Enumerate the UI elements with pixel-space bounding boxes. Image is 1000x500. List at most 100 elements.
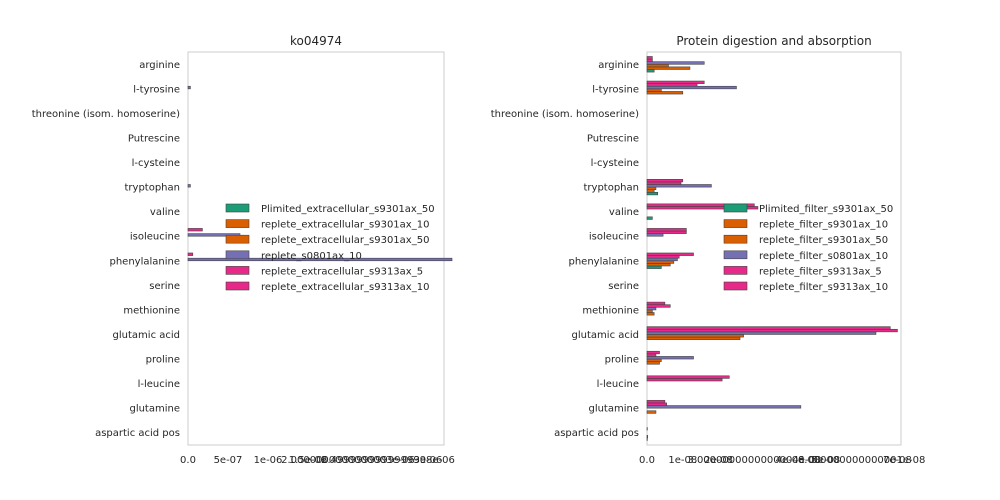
y-tick-label: arginine: [598, 60, 639, 71]
bar: [646, 61, 705, 65]
bar: [646, 410, 657, 414]
bar: [646, 334, 744, 338]
bar: [646, 63, 669, 68]
legend-swatch: [723, 281, 748, 291]
x-tick-label: 3e-06: [414, 455, 443, 466]
bar: [646, 378, 723, 382]
x-tick-label: 0.0: [639, 455, 655, 466]
y-tick-label: l-tyrosine: [133, 84, 180, 95]
y-tick-label: glutamic acid: [113, 330, 180, 341]
legend-swatch: [225, 219, 250, 228]
x-tick-label: 2.0000000000000003e-06: [281, 455, 415, 466]
bar: [646, 402, 667, 406]
y-tick-label: phenylalanine: [568, 256, 639, 267]
plot-frame: [646, 51, 902, 446]
legend-entry: replete_extracellular_s9301ax_10: [261, 220, 429, 231]
bar: [187, 257, 453, 262]
y-tick-label: isoleucine: [589, 232, 639, 243]
legend: Plimited_filter_s9301ax_50 replete_filter…: [723, 203, 893, 293]
y-tick-label: methionine: [123, 305, 180, 316]
bar: [646, 265, 662, 269]
legend-entry: replete_s0801ax_10: [261, 251, 362, 262]
bar: [646, 189, 655, 193]
chart-title: ko04974: [290, 34, 342, 48]
bar: [646, 331, 877, 335]
y-tick-label: valine: [609, 207, 639, 218]
bar: [646, 91, 684, 95]
bar: [646, 350, 660, 355]
bar: [646, 405, 802, 409]
y-tick-label: valine: [150, 207, 180, 218]
bar: [646, 336, 741, 340]
bar: [646, 230, 687, 234]
legend-swatch: [723, 203, 748, 213]
bar: [646, 307, 657, 311]
x-tick-label: 5e-08: [811, 455, 840, 466]
bar: [646, 216, 653, 220]
bar: [646, 435, 649, 439]
bar: [646, 353, 657, 357]
legend-swatch: [225, 234, 250, 244]
x-tick-label: 7e-08: [883, 455, 912, 466]
bar: [187, 252, 194, 256]
bar: [187, 85, 191, 90]
x-tick-label: 6.000000000000001e-08: [798, 455, 925, 466]
y-tick-label: proline: [605, 355, 639, 366]
y-tick-label: Putrescine: [587, 133, 639, 144]
chart-protein-digestion: Protein digestion and absorption arginine…: [491, 34, 926, 466]
bar: [646, 191, 659, 196]
bar: [646, 69, 655, 73]
bar: [646, 263, 671, 267]
bar: [646, 186, 657, 190]
legend-swatch: [723, 219, 748, 228]
y-tick-label: phenylalanine: [109, 256, 180, 267]
bar: [646, 304, 671, 308]
y-tick-label: arginine: [139, 60, 180, 71]
legend-entry: replete_extracellular_s9313ax_10: [261, 282, 429, 293]
y-tick-label: serine: [608, 281, 639, 292]
legend-swatch: [225, 250, 250, 260]
bar: [646, 233, 664, 237]
bar: [646, 356, 694, 360]
legend-entry: Plimited_extracellular_s9301ax_50: [261, 204, 435, 215]
y-tick-label: aspartic acid pos: [554, 428, 639, 439]
y-tick-label: aspartic acid pos: [95, 428, 180, 439]
y-tick-label: tryptophan: [125, 183, 181, 194]
bar: [646, 66, 691, 70]
bar: [646, 358, 662, 362]
legend-entry: replete_filter_s9313ax_10: [759, 282, 888, 293]
legend-entry: replete_filter_s9301ax_10: [759, 220, 888, 231]
chart-title: Protein digestion and absorption: [676, 34, 871, 48]
legend: Plimited_extracellular_s9301ax_50replete…: [225, 203, 435, 293]
x-tick-label: 1e-06: [254, 455, 283, 466]
plot-frame: [187, 51, 445, 446]
legend-swatch: [225, 281, 250, 291]
y-tick-label: l-cysteine: [591, 158, 639, 169]
legend-entry: replete_extracellular_s9313ax_5: [261, 266, 423, 277]
x-tick-label: 4e-08: [776, 455, 805, 466]
chart-ko04974: ko04974 arginine l-tyrosine threonine (isom…: [32, 34, 455, 466]
bar: [646, 361, 660, 365]
legend-swatch: [225, 266, 250, 275]
y-tick-label: threonine (isom. homoserine): [32, 109, 180, 120]
bar: [646, 326, 891, 330]
bar: [646, 257, 678, 262]
legend-entry: replete_extracellular_s9301ax_50: [261, 235, 429, 246]
y-tick-label: tryptophan: [584, 183, 640, 194]
x-tick-label: 2e-08: [704, 455, 733, 466]
y-tick-label: glutamic acid: [572, 330, 639, 341]
x-tick-label: 2.4999999999999998e-06: [321, 455, 455, 466]
bar: [646, 375, 730, 379]
bar: [646, 88, 662, 92]
bar: [646, 312, 655, 316]
bar: [187, 228, 203, 232]
bar: [187, 184, 191, 188]
x-tick-label: 1e-08: [668, 455, 697, 466]
y-tick-label: isoleucine: [130, 232, 180, 243]
x-tick-label: 1.5e-06: [289, 455, 327, 466]
bar: [646, 400, 666, 404]
y-tick-label: threonine (isom. homoserine): [491, 109, 639, 120]
bar: [646, 83, 698, 87]
legend-entry: replete_filter_s9313ax_5: [759, 266, 882, 277]
y-tick-label: l-leucine: [597, 379, 639, 390]
